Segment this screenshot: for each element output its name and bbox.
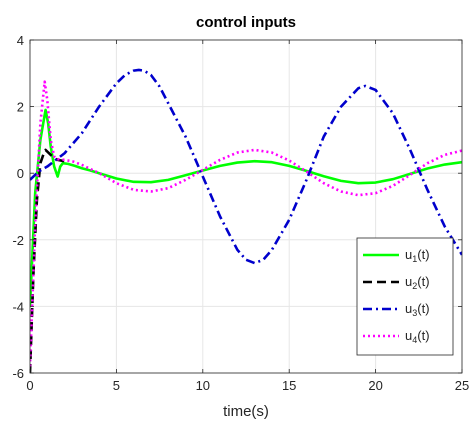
chart-title: control inputs (196, 14, 296, 31)
y-tick-label: 0 (17, 166, 24, 181)
series-group (30, 68, 462, 373)
legend-label: u4(t) (405, 328, 430, 345)
series-line-u4 (30, 80, 462, 367)
x-tick-label: 25 (455, 378, 469, 393)
y-tick-label: 2 (17, 100, 24, 115)
plot-frame (29, 39, 463, 374)
x-tick-label: 15 (282, 378, 296, 393)
x-tick-label: 0 (26, 378, 33, 393)
x-tick-label: 20 (368, 378, 382, 393)
x-tick-label: 10 (196, 378, 210, 393)
x-axis-title: time(s) (223, 403, 269, 420)
series-line-u3 (30, 68, 462, 265)
legend: u1(t) u2(t) u3(t) u4(t) (356, 237, 454, 356)
legend-label: u1(t) (405, 247, 430, 264)
y-tick-label: -2 (12, 233, 24, 248)
series-line-u1 (30, 108, 462, 307)
y-tick-label: 4 (17, 33, 24, 48)
y-tick-label: -6 (12, 366, 24, 381)
y-tick-label: -4 (12, 299, 24, 314)
x-tick-label: 5 (113, 378, 120, 393)
legend-label: u3(t) (405, 301, 430, 318)
ticks: 0 5 10 15 20 25 -6 -4 -2 0 2 4 (12, 33, 469, 393)
legend-label: u2(t) (405, 274, 430, 291)
